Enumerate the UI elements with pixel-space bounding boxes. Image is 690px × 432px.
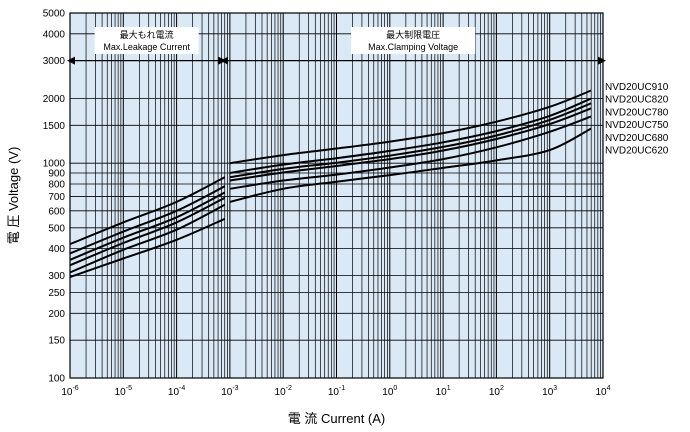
series: [69, 89, 592, 279]
region-label-en: Max.Clamping Voltage: [368, 42, 458, 52]
series-line-clamping: [229, 127, 592, 203]
series-line-leakage: [69, 176, 226, 246]
series-line-clamping: [229, 107, 592, 182]
y-tick-label: 1500: [43, 121, 66, 132]
region-label-jp: 最大制限電圧: [386, 29, 440, 40]
y-tick-label: 500: [48, 223, 65, 234]
x-tick-label: 10-1: [328, 385, 345, 398]
series-line-leakage: [69, 203, 226, 274]
series-line-clamping: [229, 102, 592, 179]
series-label: NVD20UC780: [605, 107, 669, 118]
x-tick-label: 10-4: [168, 385, 185, 398]
y-tick-label: 100: [48, 374, 65, 385]
series-line-clamping: [229, 97, 592, 174]
x-tick-label: 10-5: [115, 385, 132, 398]
series-label: NVD20UC750: [605, 120, 669, 131]
region-label-jp: 最大もれ電流: [120, 29, 174, 40]
x-tick-label: 103: [542, 385, 557, 398]
x-tick-label: 100: [382, 385, 397, 398]
x-tick-label: 102: [489, 385, 504, 398]
y-tick-label: 4000: [43, 29, 66, 40]
x-tick-label: 10-3: [221, 385, 238, 398]
region-label-en: Max.Leakage Current: [103, 42, 190, 52]
y-tick-label: 600: [48, 206, 65, 217]
y-tick-label: 400: [48, 244, 65, 255]
series-label: NVD20UC680: [605, 133, 669, 144]
series-line-clamping: [229, 89, 592, 165]
y-tick-label: 5000: [43, 9, 66, 20]
series-line-leakage: [69, 196, 226, 267]
y-tick-label: 900: [48, 168, 65, 179]
y-tick-label: 200: [48, 309, 65, 320]
series-label: NVD20UC620: [605, 146, 669, 157]
y-tick-label: 3000: [43, 56, 66, 67]
y-tick-label: 250: [48, 288, 65, 299]
y-axis-title: 電 圧 Voltage (V): [6, 147, 21, 245]
y-tick-label: 300: [48, 271, 65, 282]
y-tick-label: 1000: [43, 159, 66, 170]
series-line-leakage: [69, 185, 226, 255]
x-tick-label: 10-2: [275, 385, 292, 398]
y-tick-label: 150: [48, 336, 65, 347]
series-line-clamping: [229, 115, 592, 190]
x-tick-label: 104: [595, 385, 610, 398]
series-label: NVD20UC820: [605, 95, 669, 106]
y-tick-label: 2000: [43, 94, 66, 105]
plot-border: [69, 12, 604, 379]
series-line-leakage: [69, 217, 226, 279]
series-line-leakage: [69, 191, 226, 261]
region-label-box: [351, 27, 476, 54]
x-tick-label: 10-6: [61, 385, 78, 398]
y-tick-label: 800: [48, 179, 65, 190]
y-tick-label: 700: [48, 192, 65, 203]
x-tick-label: 101: [436, 385, 451, 398]
x-axis-title: 電 流 Current (A): [288, 411, 386, 426]
x-axis-ticks: 10-6 10-5 10-4 10-3 10-2 10-1 100 101 102 103 104: [61, 385, 610, 398]
grid: [69, 12, 603, 379]
series-label: NVD20UC910: [605, 82, 669, 93]
region-label-box: [94, 27, 199, 54]
regions: 最大もれ電流 Max.Leakage Current 最大制限電圧 Max.Clamp…: [67, 27, 606, 65]
